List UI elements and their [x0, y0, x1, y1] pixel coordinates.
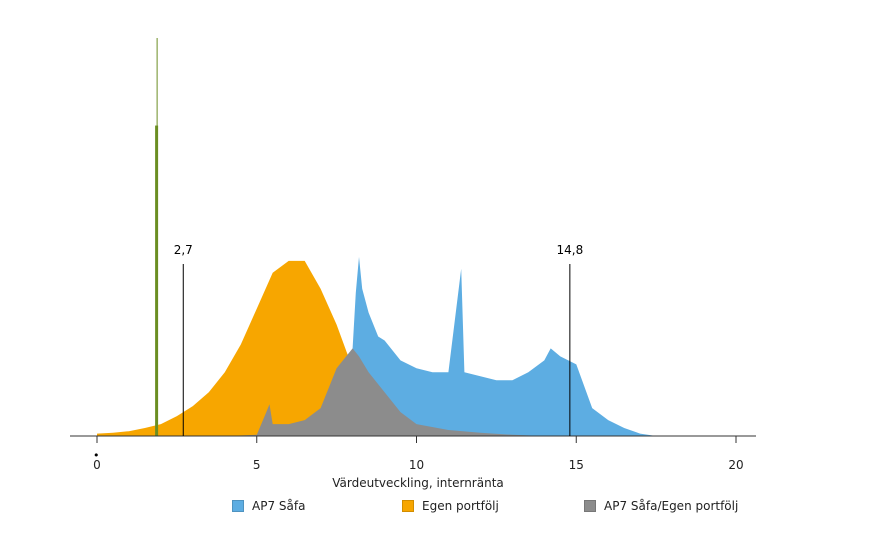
series-ap7-safa-area — [154, 256, 657, 436]
x-ticks: 0 5 10 15 20 — [93, 436, 744, 472]
series-egen-portfolj-area — [97, 260, 401, 436]
x-axis-label: Värdeutveckling, internränta — [332, 476, 504, 490]
reference-label: 2,7 — [174, 243, 193, 257]
plot-area — [97, 38, 657, 436]
legend-swatch — [584, 500, 596, 512]
legend-item-overlap: AP7 Såfa/Egen portfölj — [584, 499, 738, 513]
origin-dot: • — [93, 449, 100, 462]
x-tick-label: 15 — [569, 458, 584, 472]
x-tick-label: 10 — [409, 458, 424, 472]
reference-lines: 2,7 14,8 — [174, 243, 584, 436]
x-tick-label: 5 — [253, 458, 261, 472]
legend: AP7 Såfa Egen portfölj AP7 Såfa/Egen por… — [0, 499, 870, 519]
legend-label: Egen portfölj — [422, 499, 499, 513]
legend-item-egen-portfolj: Egen portfölj — [402, 499, 499, 513]
legend-swatch — [232, 500, 244, 512]
series-overlap-area — [154, 348, 545, 436]
legend-label: AP7 Såfa/Egen portfölj — [604, 499, 739, 513]
legend-item-ap7-safa: AP7 Såfa — [232, 499, 305, 513]
legend-label: AP7 Såfa — [252, 499, 306, 513]
x-tick-label: 20 — [728, 458, 743, 472]
legend-swatch — [402, 500, 414, 512]
reference-label: 14,8 — [557, 243, 584, 257]
x-tick-label: 0 — [93, 458, 101, 472]
